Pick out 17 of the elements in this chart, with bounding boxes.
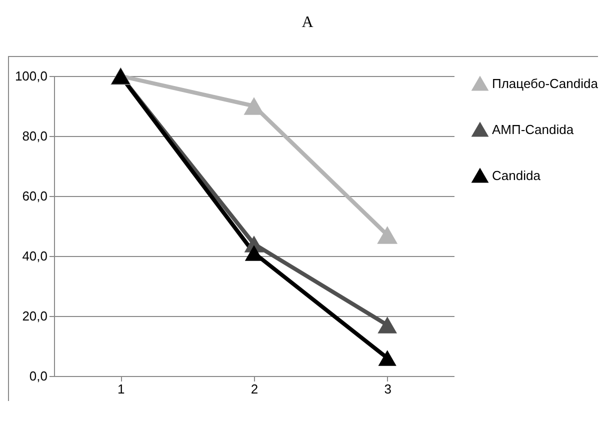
point [377, 226, 398, 244]
chart-title: A [300, 14, 314, 33]
x-tick-label: 3 [384, 382, 392, 396]
point [244, 97, 264, 115]
y-tick-label: 20,0 [22, 308, 48, 324]
y-tick-label: 60,0 [22, 188, 48, 204]
y-tick-label: 40,0 [22, 248, 48, 264]
x-tick-label: 2 [250, 382, 258, 396]
x-tick-label: 1 [118, 382, 125, 396]
point [378, 316, 398, 334]
legend-label: Плацебо-Candida [492, 76, 599, 91]
point [378, 350, 396, 366]
y-tick-label: 80,0 [22, 128, 48, 144]
legend-label: АМП-Candida [492, 122, 574, 137]
y-tick-label: 0,0 [29, 368, 48, 384]
legend-label: Candida [492, 168, 542, 183]
y-tick-label: 100,0 [14, 68, 48, 84]
